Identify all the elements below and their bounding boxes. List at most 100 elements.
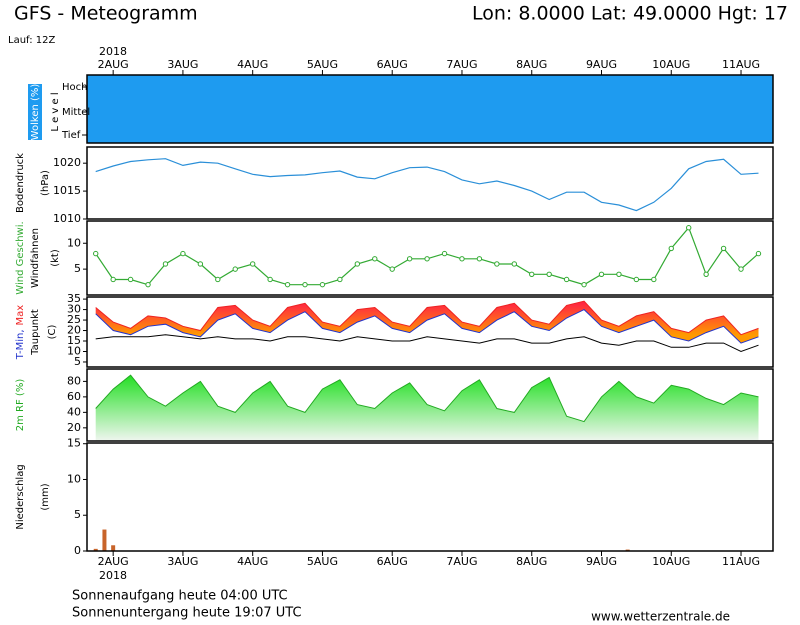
y-tick-label: 30 (67, 303, 81, 316)
wind-point (127, 276, 134, 283)
y-tick-label: 10 (67, 472, 81, 485)
y-tick-label: 10 (67, 344, 81, 357)
sunset: Sonnenuntergang heute 19:07 UTC (72, 606, 302, 621)
x-tick-label: 11AUG (722, 555, 760, 568)
source: www.wetterzentrale.de (591, 610, 730, 624)
x-tick-label: 5AUG (307, 555, 338, 568)
wind-point (511, 261, 517, 267)
y-label: Windfahnen (30, 228, 41, 288)
y-label: Niederschlag (15, 464, 26, 529)
sunrise: Sonnenaufgang heute 04:00 UTC (72, 589, 288, 604)
wind-point (476, 256, 483, 262)
wind-point (424, 256, 430, 262)
y-tick-label: 25 (67, 313, 81, 326)
x-tick-label: 2AUG (98, 555, 129, 568)
wind-point (633, 276, 640, 283)
x-tick-label: 7AUG (446, 555, 477, 568)
x-tick-label: 5AUG (307, 58, 338, 71)
panel-frame (86, 74, 774, 144)
wind-point (284, 281, 291, 288)
y-tick-label: 0 (74, 544, 81, 557)
y-tick-label: 15 (67, 334, 81, 347)
wind-point (232, 266, 238, 272)
cloud-label: Wolken (%) (30, 84, 41, 141)
x-tick-label: 7AUG (446, 58, 477, 71)
x-tick-label: 4AUG (237, 555, 268, 568)
panel-frame (86, 368, 774, 442)
x-tick-label: 10AUG (652, 58, 690, 71)
cloud-label-box (28, 84, 42, 140)
wind-point (145, 281, 151, 288)
x-tick-label: 4AUG (237, 58, 268, 71)
temp-line (95, 300, 759, 336)
x-tick-label: 6AUG (377, 555, 408, 568)
wind-point (738, 266, 744, 272)
y-tick-label: 5 (74, 508, 81, 521)
pressure-line (95, 158, 759, 212)
level-label: L e v e l (50, 92, 61, 131)
wind-point (686, 225, 692, 231)
level-name: Mittel (62, 107, 90, 118)
y-tick-label: 40 (67, 405, 81, 418)
wind-point (720, 245, 727, 252)
y-tick-label: 1015 (53, 184, 81, 197)
wind-point (354, 261, 361, 267)
y-tick-label: 10 (67, 236, 81, 249)
wind-point (319, 281, 326, 288)
wind-point (459, 256, 465, 262)
wind-point (703, 271, 709, 278)
temp-line (95, 308, 759, 344)
y-tick-label: 80 (67, 374, 81, 387)
y-tick-label: 5 (74, 355, 81, 368)
y-label: (mm) (40, 483, 51, 510)
series-name: Max (15, 305, 26, 326)
temp-band (95, 301, 759, 344)
y-label: (kt) (50, 249, 61, 267)
y-tick-label: 60 (67, 390, 81, 403)
x-tick-label: 11AUG (722, 58, 760, 71)
x-tick-label: 9AUG (586, 58, 617, 71)
wind-point (249, 261, 256, 267)
wind-point (372, 256, 378, 262)
x-tick-label: 8AUG (516, 555, 547, 568)
wind-point (581, 281, 587, 288)
level-name: Tief (61, 130, 81, 141)
y-tick-label: 1020 (53, 156, 81, 169)
wind-point (197, 261, 204, 267)
level-name: Hoch (62, 82, 87, 93)
series-name: Wind Geschwi. (15, 221, 26, 294)
cloud-panel (87, 75, 773, 143)
panel-frame (86, 220, 774, 296)
precip-bar (93, 548, 98, 551)
wind-point (494, 261, 500, 267)
temp-line (95, 334, 759, 353)
wind-point (180, 250, 186, 257)
wind-point (755, 250, 762, 257)
series-name: T-Min, (15, 329, 26, 360)
y-label: (hPa) (40, 170, 51, 196)
x-tick-label: 3AUG (167, 555, 198, 568)
wind-point (529, 271, 535, 278)
y-tick-label: 20 (67, 324, 81, 337)
wind-point (668, 245, 674, 252)
wind-point (302, 281, 308, 288)
x-tick-label: 2AUG (98, 58, 129, 71)
y-label: (C) (47, 325, 58, 340)
wind-point (389, 266, 395, 272)
wind-point (651, 276, 657, 283)
wind-point (337, 276, 343, 283)
wind-point (616, 271, 622, 278)
series-name: Taupunkt (30, 309, 41, 356)
y-tick-label: 20 (67, 421, 81, 434)
year-bottom: 2018 (99, 569, 127, 582)
wind-point (162, 261, 169, 267)
location: Lon: 8.0000 Lat: 49.0000 Hgt: 17 (472, 3, 788, 25)
x-tick-label: 3AUG (167, 58, 198, 71)
x-tick-label: 10AUG (652, 555, 690, 568)
y-tick-label: 35 (67, 292, 81, 305)
rh-line (95, 374, 759, 423)
panel-frame (86, 146, 774, 220)
title: GFS - Meteogramm (14, 3, 198, 25)
wind-point (110, 276, 116, 283)
